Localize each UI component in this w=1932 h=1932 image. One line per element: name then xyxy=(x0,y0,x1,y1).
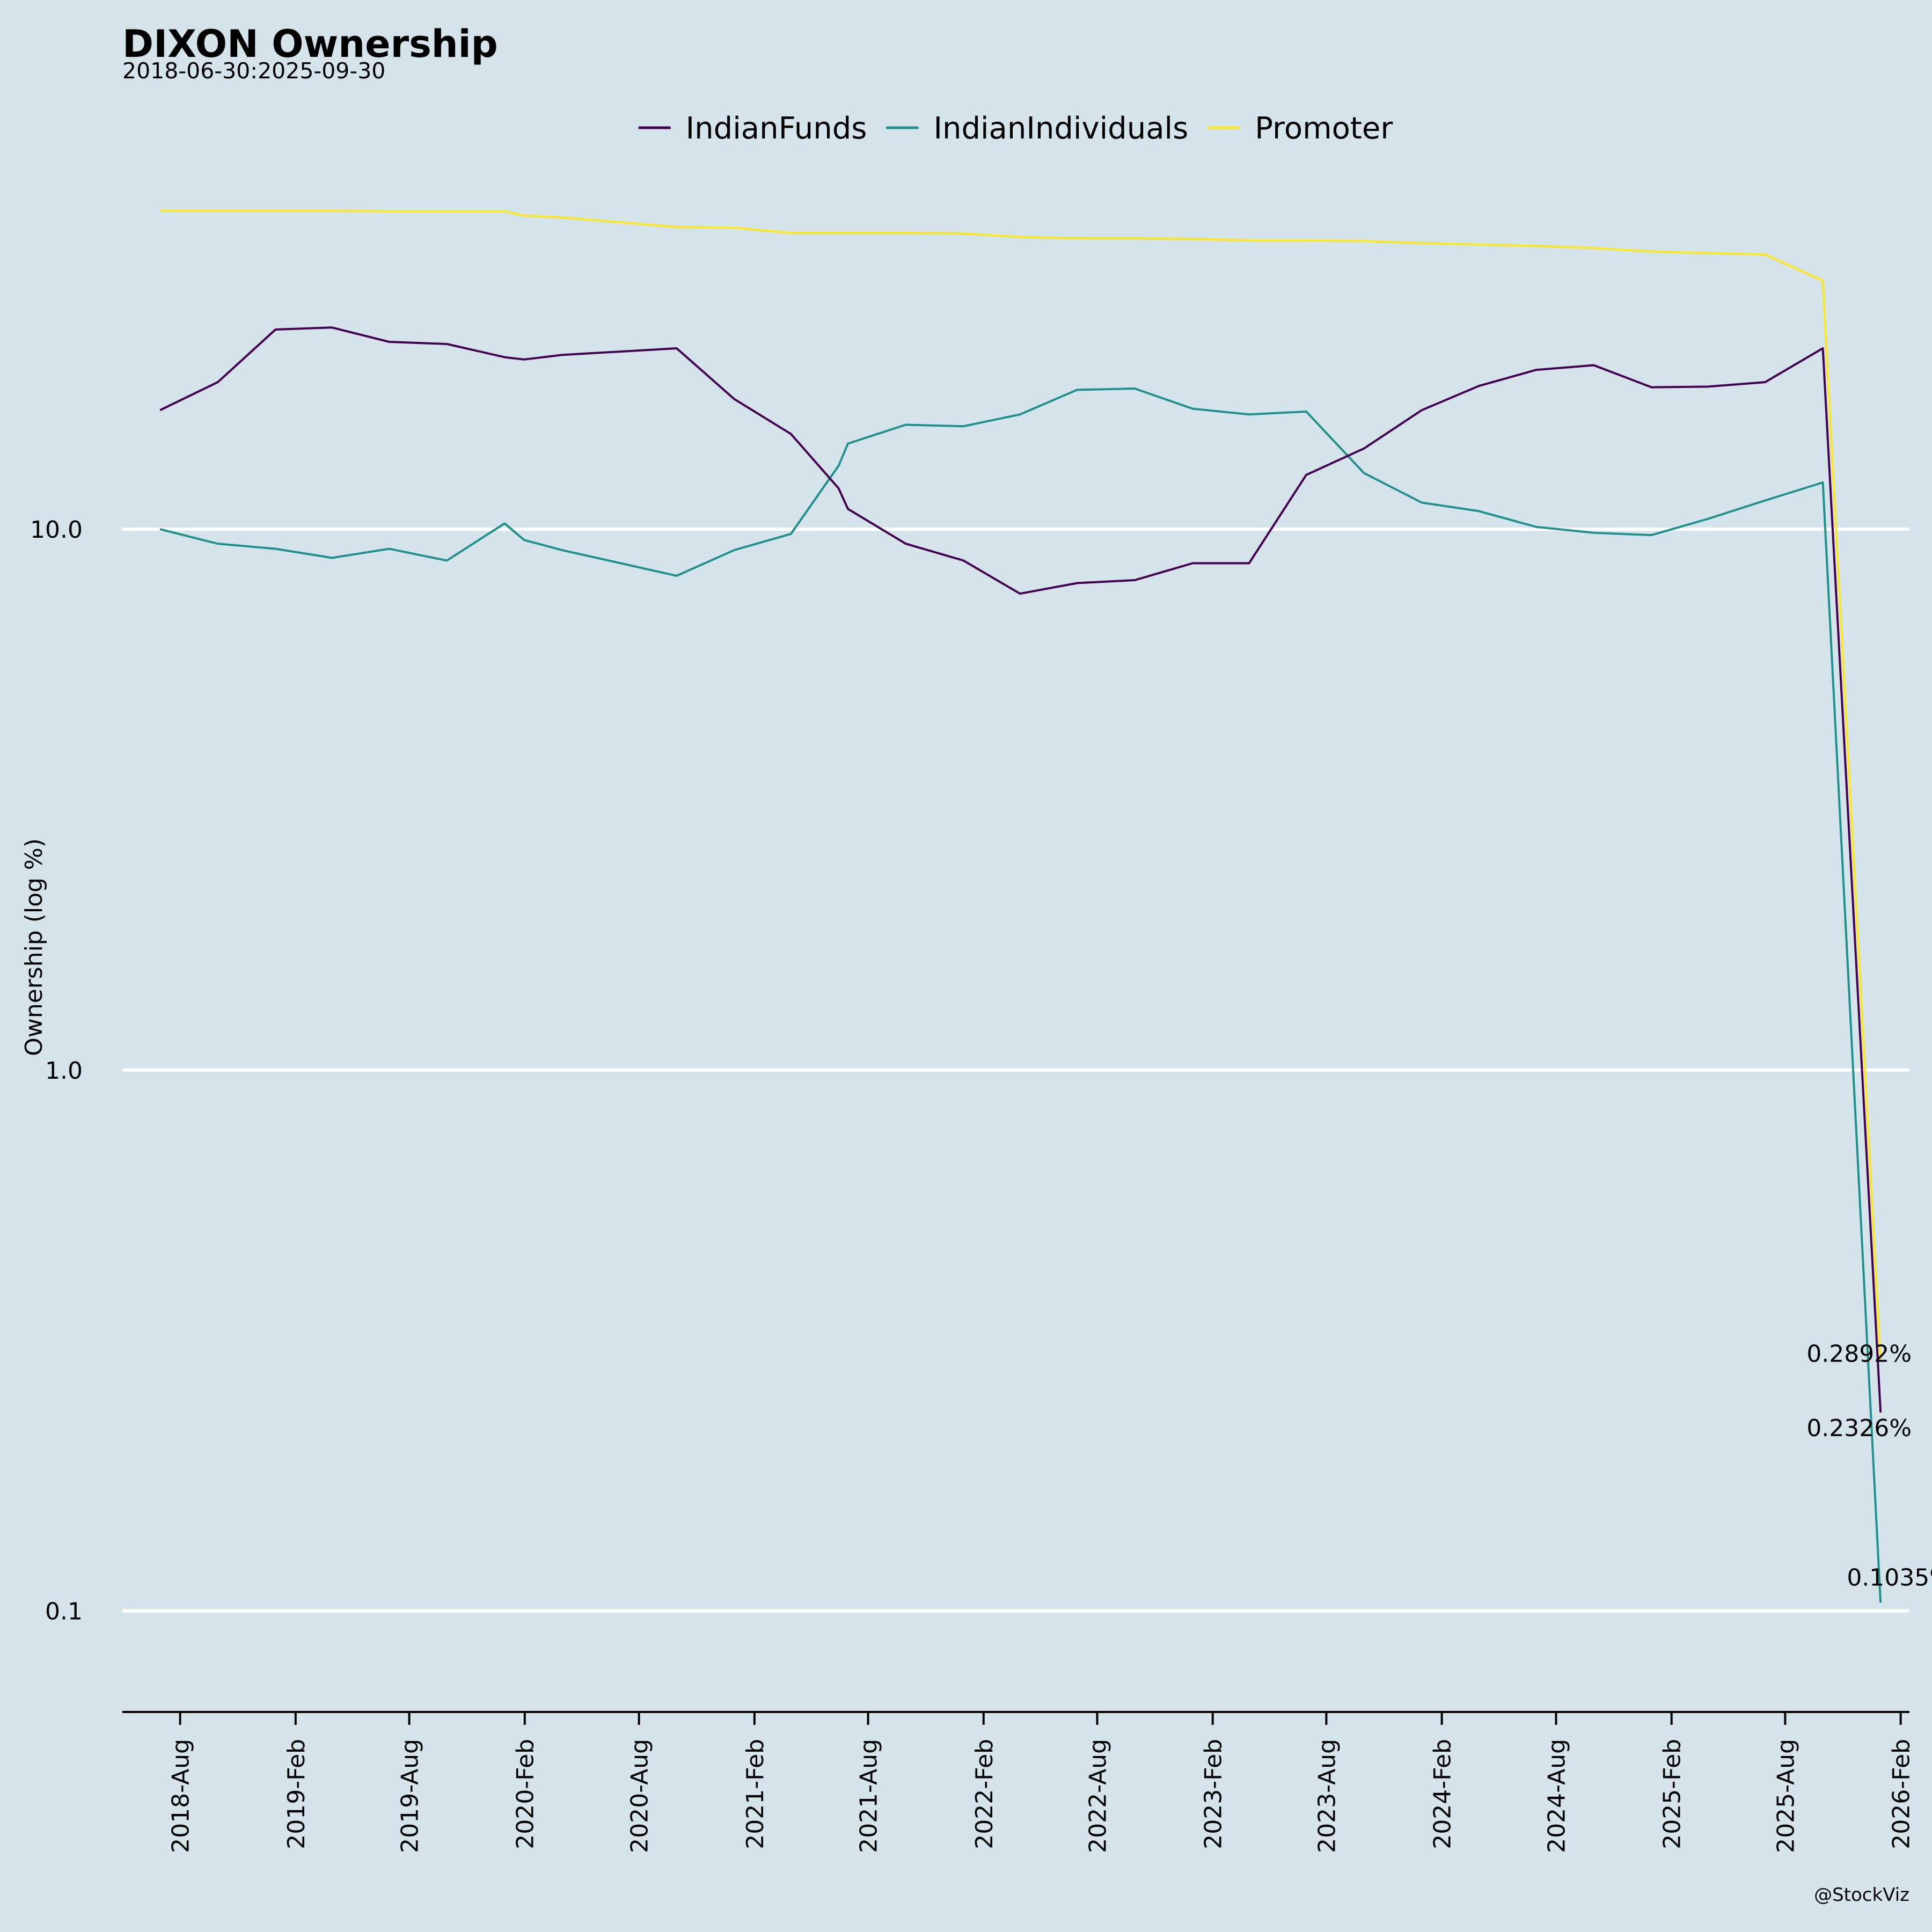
x-axis: 2018-Aug 2019-Feb 2019-Aug 2020-Feb 2020-Aug… xyxy=(122,1711,1915,1853)
x-tick-label: 2025-Feb xyxy=(1659,1739,1686,1849)
x-tick-label: 2023-Aug xyxy=(1313,1739,1341,1853)
x-tick-label: 2022-Feb xyxy=(971,1739,998,1849)
y-tick-label: 10.0 xyxy=(30,516,83,544)
end-value-labels: 0.2892% 0.2326% 0.1035% xyxy=(1806,1341,1932,1592)
x-tick-label: 2019-Aug xyxy=(397,1739,424,1853)
legend-label-indianfunds: IndianFunds xyxy=(686,111,867,146)
legend-label-indianindividuals: IndianIndividuals xyxy=(933,111,1188,146)
series-lines xyxy=(159,209,1882,1603)
y-axis-label: Ownership (log %) xyxy=(20,838,48,1056)
x-tick-label: 2023-Feb xyxy=(1200,1739,1227,1849)
x-tick-label: 2024-Aug xyxy=(1543,1739,1570,1853)
x-tick-label: 2021-Aug xyxy=(855,1739,883,1853)
series-line-indianfunds xyxy=(159,326,1882,1413)
data-label-indianfunds: 0.2326% xyxy=(1806,1415,1912,1442)
x-tick-label: 2026-Feb xyxy=(1888,1739,1915,1849)
x-tick-label: 2020-Feb xyxy=(512,1739,539,1849)
x-tick-label: 2024-Feb xyxy=(1429,1739,1457,1849)
x-tick-label: 2019-Feb xyxy=(283,1739,310,1849)
x-tick-label: 2021-Feb xyxy=(742,1739,769,1849)
y-tick-label: 0.1 xyxy=(45,1598,83,1625)
series-line-promoter xyxy=(160,209,1882,1362)
y-axis-ticks: 0.1 1.0 10.0 xyxy=(30,516,83,1625)
chart-subtitle: 2018-06-30:2025-09-30 xyxy=(122,58,385,84)
y-tick-label: 1.0 xyxy=(45,1057,83,1085)
chart-title: DIXON Ownership xyxy=(122,22,498,66)
grid-lines xyxy=(122,528,1909,1613)
x-tick-label: 2018-Aug xyxy=(167,1739,195,1853)
data-label-promoter: 0.2892% xyxy=(1806,1341,1912,1368)
x-tick-label: 2025-Aug xyxy=(1772,1739,1799,1853)
credit-label: @StockViz xyxy=(1814,1884,1909,1906)
data-label-indianindividuals: 0.1035% xyxy=(1847,1564,1932,1591)
x-tick-label: 2022-Aug xyxy=(1084,1739,1111,1853)
x-tick-label: 2020-Aug xyxy=(626,1739,654,1853)
series-line-indianindividuals xyxy=(159,387,1882,1603)
legend: IndianFunds IndianIndividuals Promoter xyxy=(638,111,1393,146)
legend-label-promoter: Promoter xyxy=(1255,111,1393,146)
